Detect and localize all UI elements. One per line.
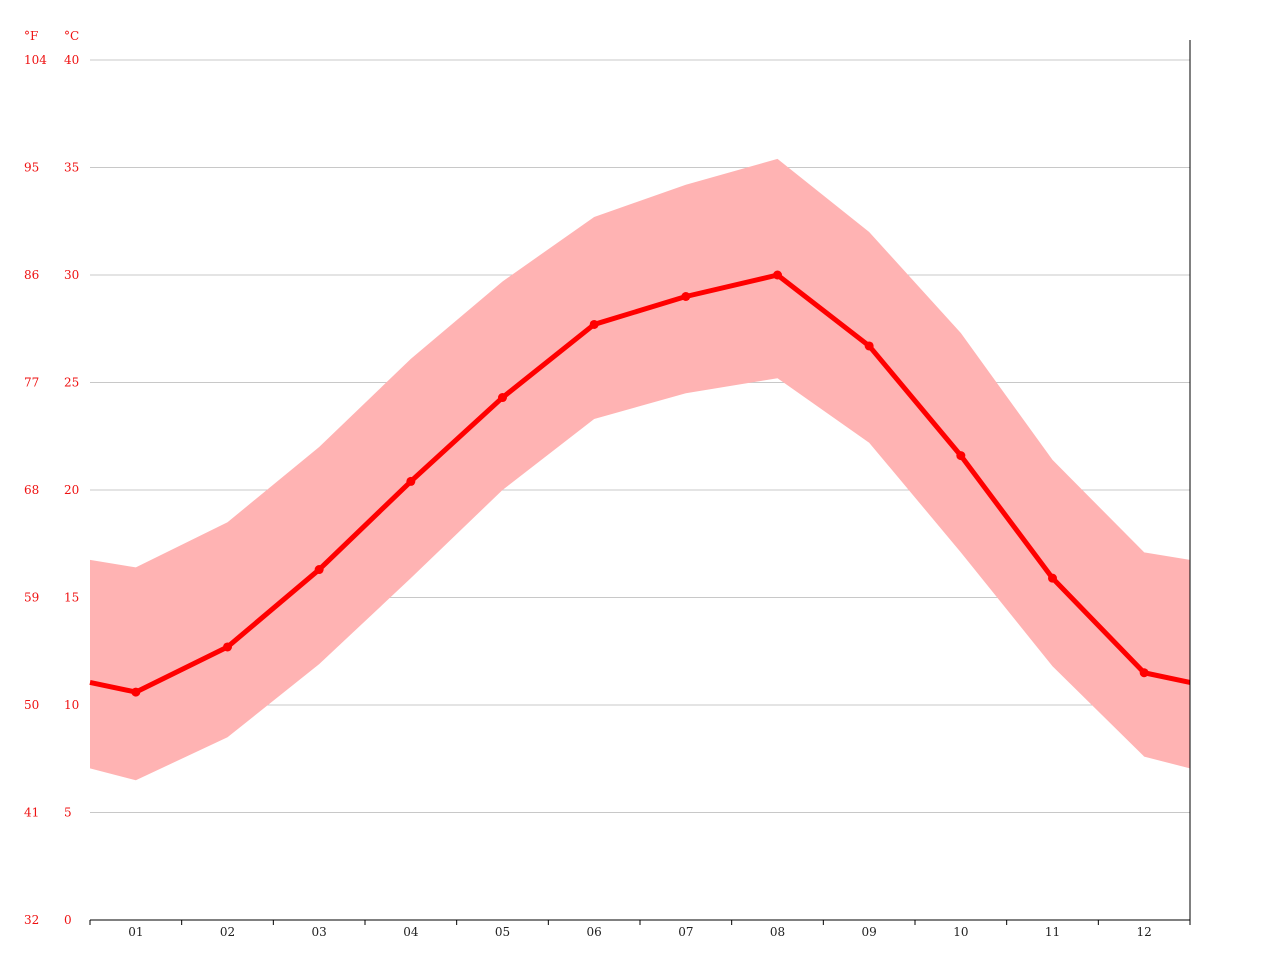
y-tick-label-fahrenheit: 59: [24, 591, 39, 605]
y-tick-label-fahrenheit: 68: [24, 483, 39, 497]
y-tick-label-celsius: 35: [64, 161, 79, 175]
data-point: [956, 451, 966, 461]
data-point: [406, 476, 416, 486]
x-tick-label: 03: [312, 925, 327, 939]
data-point: [773, 270, 782, 280]
axes: [89, 40, 1191, 925]
y-tick-label-celsius: 10: [64, 698, 79, 712]
y-tick-label-fahrenheit: 86: [24, 268, 39, 282]
fahrenheit-unit-label: °F: [24, 29, 38, 43]
data-point: [864, 341, 874, 351]
y-tick-label-celsius: 20: [64, 483, 79, 497]
data-point: [681, 292, 691, 301]
data-point: [589, 319, 599, 329]
y-tick-label-celsius: 0: [64, 913, 72, 927]
axis-labels: °F °C 0 32 5 41 10 50 15 59 20 68 25 77 30 86 35 95 40 10…: [24, 29, 1152, 939]
y-tick-label-celsius: 30: [64, 268, 79, 282]
x-tick-label: 02: [220, 925, 235, 939]
x-tick-label: 09: [862, 925, 877, 939]
x-tick-label: 12: [1137, 925, 1152, 939]
data-point: [1048, 573, 1057, 583]
y-tick-label-fahrenheit: 104: [24, 53, 47, 67]
data-point: [131, 687, 141, 697]
temperature-range-band: [90, 158, 1190, 781]
x-tick-label: 11: [1045, 925, 1060, 939]
x-tick-label: 04: [403, 925, 419, 939]
data-point: [498, 393, 507, 403]
x-tick-label: 01: [128, 925, 143, 939]
data-point: [314, 565, 324, 575]
y-tick-label-celsius: 25: [64, 376, 79, 390]
y-tick-label-fahrenheit: 95: [24, 161, 39, 175]
x-tick-label: 06: [587, 925, 602, 939]
series-line: [89, 272, 1191, 695]
x-tick-label: 10: [953, 925, 968, 939]
x-tick-label: 05: [495, 925, 510, 939]
x-tick-label: 07: [678, 925, 693, 939]
temperature-line-series: [89, 270, 1191, 697]
range-band: [90, 158, 1190, 781]
y-tick-label-fahrenheit: 32: [24, 913, 39, 927]
y-tick-label-celsius: 5: [64, 806, 72, 820]
x-tick-label: 08: [770, 925, 785, 939]
y-tick-label-fahrenheit: 50: [24, 698, 39, 712]
data-point: [223, 642, 232, 652]
y-tick-label-fahrenheit: 77: [24, 376, 39, 390]
y-tick-label-celsius: 40: [64, 53, 79, 67]
y-tick-label-celsius: 15: [64, 591, 79, 605]
y-tick-label-fahrenheit: 41: [24, 806, 39, 820]
data-point: [1139, 668, 1149, 678]
celsius-unit-label: °C: [64, 29, 79, 43]
